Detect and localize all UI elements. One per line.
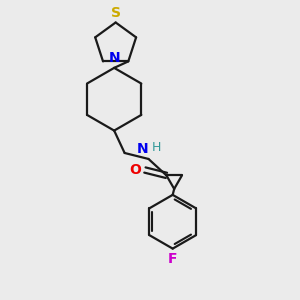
Text: N: N [108, 52, 120, 65]
Text: S: S [111, 6, 121, 20]
Text: N: N [136, 142, 148, 156]
Text: H: H [152, 142, 161, 154]
Text: O: O [130, 163, 141, 177]
Text: F: F [168, 252, 177, 266]
